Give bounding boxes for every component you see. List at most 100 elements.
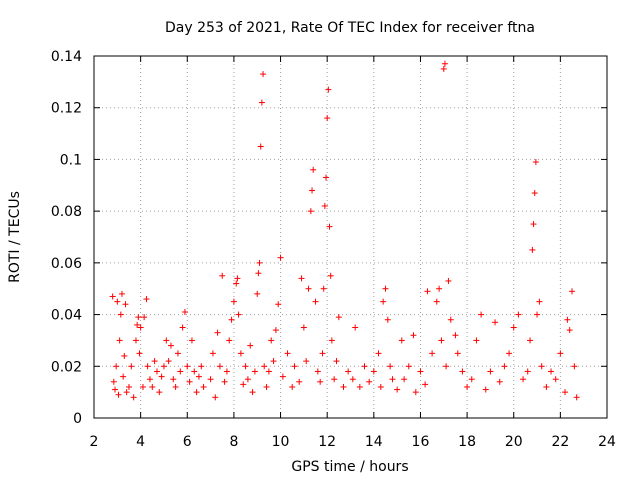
data-point [319,350,326,357]
data-point [270,358,277,365]
data-point [440,65,447,72]
data-point [179,324,186,331]
data-point [177,368,184,375]
data-point [436,285,443,292]
y-tick-label: 0.08 [51,204,82,220]
x-axis-label: GPS time / hours [291,459,408,475]
data-point [527,337,534,344]
data-point [534,311,541,318]
data-point [122,301,129,308]
data-point [289,383,296,390]
data-point [327,272,334,279]
data-point [233,280,240,287]
data-point [447,316,454,323]
data-point [255,270,262,277]
data-point [345,368,352,375]
data-point [143,296,150,303]
x-tick-label: 14 [365,434,383,450]
data-point [298,275,305,282]
data-point [275,301,282,308]
data-point [228,316,235,323]
data-point [134,321,141,328]
data-point [331,376,338,383]
data-point [321,202,328,209]
data-point [387,363,394,370]
data-point [296,378,303,385]
data-point [291,363,298,370]
data-point [223,368,230,375]
data-point [320,285,327,292]
data-point [230,298,237,305]
data-point [520,376,527,383]
data-point [191,368,198,375]
data-point [263,383,270,390]
data-point [120,373,127,380]
data-point [261,363,268,370]
data-point [130,394,137,401]
data-point [172,383,179,390]
data-point [531,190,538,197]
data-point [349,376,356,383]
data-point [496,378,503,385]
data-point [361,363,368,370]
data-point [193,389,200,396]
data-point [118,290,125,297]
data-point [256,259,263,266]
data-point [158,373,165,380]
x-tick-label: 12 [318,434,336,450]
data-point [506,350,513,357]
data-point [370,368,377,375]
data-point [234,275,241,282]
data-point [310,166,317,173]
data-point [160,363,167,370]
data-point [377,383,384,390]
data-point [538,363,545,370]
data-point [366,378,373,385]
data-point [153,368,160,375]
data-point [530,221,537,228]
data-point [174,350,181,357]
data-point [165,358,172,365]
data-point [237,350,244,357]
data-point [114,298,121,305]
data-point [265,368,272,375]
data-point [382,285,389,292]
x-tick-label: 2 [90,434,99,450]
x-tick-labels: 2 4 6 8 10 12 14 16 18 20 22 24 [90,434,616,450]
data-point [303,358,310,365]
data-point [110,378,117,385]
data-point [125,383,132,390]
data-point [254,290,261,297]
data-point [242,363,249,370]
data-point [195,373,202,380]
data-point [209,350,216,357]
data-point [438,337,445,344]
data-point [251,368,258,375]
data-point [128,363,135,370]
data-point [277,254,284,261]
data-point [117,311,124,318]
data-point [184,363,191,370]
y-tick-label: 0.04 [51,308,82,324]
data-point [405,363,412,370]
data-point [501,363,508,370]
data-point [309,187,316,194]
data-point [424,288,431,295]
data-points [109,60,580,401]
data-point [443,363,450,370]
data-point [441,60,448,67]
data-point [478,311,485,318]
data-point [324,115,331,122]
chart-title: Day 253 of 2021, Rate Of TEC Index for r… [165,20,535,36]
data-point [417,368,424,375]
plot-frame [93,55,608,419]
data-point [181,308,188,315]
data-point [557,350,564,357]
x-tick-label: 10 [272,434,290,450]
data-point [326,223,333,230]
data-point [167,342,174,349]
data-point [552,376,559,383]
data-point [214,329,221,336]
data-point [151,358,158,365]
y-tick-label: 0 [73,411,82,427]
